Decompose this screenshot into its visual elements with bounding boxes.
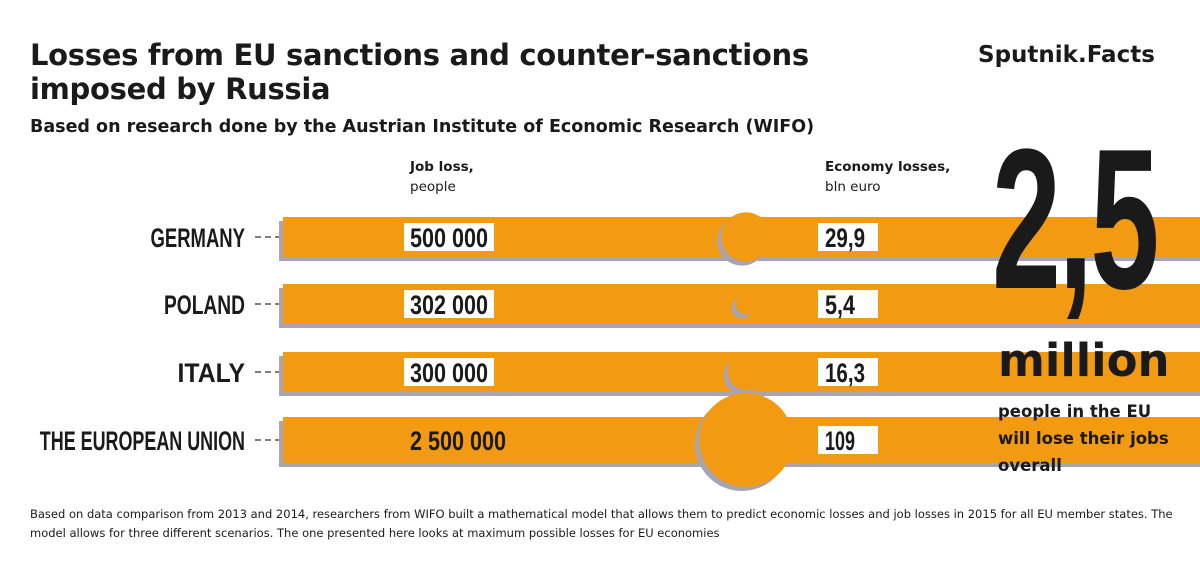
label-background: [404, 223, 494, 251]
highlight-unit: million: [998, 334, 1170, 387]
label-background: [818, 426, 878, 454]
label-background: [404, 358, 494, 386]
economy-column-unit: bln euro: [825, 179, 881, 195]
highlight-text: people in the EU will lose their jobs ov…: [998, 402, 1169, 475]
footnote: Based on data comparison from 2013 and 2…: [30, 507, 1173, 540]
country-label: ITALY: [178, 358, 246, 388]
label-background: [818, 223, 878, 251]
label-background: [818, 358, 878, 386]
brand-logo: Sputnik.Facts: [978, 42, 1155, 68]
country-label: GERMANY: [151, 223, 246, 253]
label-background: [404, 290, 494, 318]
jobs-column-header: Job loss, people: [410, 157, 474, 197]
subtitle: Based on research done by the Austrian I…: [30, 117, 815, 137]
country-label: POLAND: [164, 290, 245, 320]
highlight-number: 2,5: [992, 108, 1159, 331]
economy-loss-circle: [727, 353, 765, 391]
job-loss-value: 302 000: [410, 290, 488, 320]
economy-loss-value: 109: [825, 426, 855, 456]
job-loss-value: 300 000: [410, 358, 488, 388]
page-title: Losses from EU sanctions and counter-san…: [30, 38, 809, 106]
jobs-column-title: Job loss,: [410, 159, 474, 175]
job-loss-value: 500 000: [410, 223, 488, 253]
economy-column-title: Economy losses,: [825, 159, 951, 175]
country-label: THE EUROPEAN UNION: [40, 426, 245, 456]
economy-loss-circle: [699, 393, 793, 487]
label-background: [818, 290, 878, 318]
job-loss-value: 2 500 000: [410, 426, 506, 456]
economy-loss-value: 29,9: [825, 223, 865, 253]
economy-loss-circle: [721, 212, 771, 262]
jobs-column-unit: people: [410, 179, 456, 195]
economy-loss-circle: [735, 293, 757, 315]
economy-loss-value: 16,3: [825, 358, 865, 388]
economy-loss-value: 5,4: [825, 290, 855, 320]
economy-column-header: Economy losses, bln euro: [825, 157, 950, 197]
